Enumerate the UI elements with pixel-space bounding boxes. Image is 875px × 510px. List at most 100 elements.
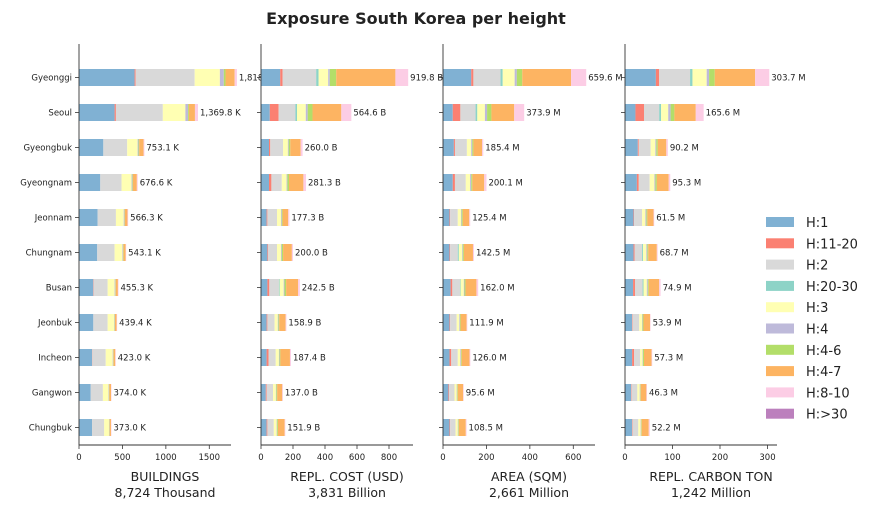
x-tick-label: 400 — [522, 453, 538, 463]
bar-segment-seoul-h1 — [443, 104, 453, 121]
bar-segment-busan-h810 — [659, 279, 661, 296]
bar-segment-jeonnam-h1 — [625, 209, 634, 226]
bar-segment-chungbuk-h1 — [443, 419, 450, 436]
bar-segment-gyeongbuk-h810 — [482, 139, 484, 156]
bar-segment-busan-h4 — [114, 279, 116, 296]
total-label: 90.2 M — [670, 144, 699, 154]
x-tick-label: 0 — [258, 453, 263, 463]
bar-segment-busan-h2 — [93, 279, 108, 296]
legend-label: H:1 — [806, 216, 828, 231]
bar-segment-jeonnam-h2 — [97, 209, 116, 226]
bar-segment-gyeongnam-h4 — [654, 174, 656, 191]
bar-segment-chungbuk-h46 — [277, 419, 278, 436]
bar-segment-gyeongbuk-h810 — [666, 139, 668, 156]
bar-segment-gyeongnam-h47 — [289, 174, 304, 191]
total-label: 74.9 M — [663, 284, 692, 294]
bar-segment-gyeongnam-h1120 — [269, 174, 272, 191]
bar-segment-gyeongnam-h2 — [454, 174, 466, 191]
bar-segment-seoul-h1 — [79, 104, 115, 121]
bar-segment-chungbuk-h2 — [632, 419, 639, 436]
bar-segment-incheon-h4 — [460, 349, 462, 366]
bar-segment-gyeonggi-h1120 — [280, 69, 283, 86]
bar-segment-jeonnam-h3 — [277, 209, 281, 226]
bar-segment-gyeonggi-h47 — [336, 69, 396, 86]
bar-segment-incheon-h2 — [268, 349, 276, 366]
bar-segment-seoul-h4 — [185, 104, 189, 121]
y-tick-label: Seoul — [48, 109, 72, 119]
bar-segment-gyeongbuk-h4 — [655, 139, 657, 156]
bar-segment-seoul-h2 — [115, 104, 163, 121]
bar-segment-seoul-h2030 — [475, 104, 478, 121]
bar-segment-incheon-h3 — [275, 349, 279, 366]
total-label: 260.0 B — [305, 144, 338, 154]
x-tick-label: 600 — [349, 453, 365, 463]
bar-segment-jeonbuk-h46 — [459, 314, 461, 331]
bar-segment-gyeongbuk-h3 — [283, 139, 288, 156]
chart-title: Exposure South Korea per height — [266, 9, 566, 28]
bar-segment-chungnam-h1120 — [449, 244, 451, 261]
bar-segment-busan-h1120 — [633, 279, 635, 296]
bar-segment-jeonbuk-h47 — [279, 314, 286, 331]
bar-segment-gyeonggi-h3 — [318, 69, 329, 86]
bar-segment-gyeongnam-h1 — [79, 174, 101, 191]
bar-segment-chungnam-h4 — [122, 244, 124, 261]
total-label: 423.0 K — [118, 354, 151, 364]
bar-segment-busan-h2030 — [278, 279, 280, 296]
x-axis-label: BUILDINGS — [131, 469, 200, 484]
bar-segment-chungbuk-h810 — [284, 419, 286, 436]
bar-segment-jeonbuk-h1 — [79, 314, 94, 331]
legend-label: H:11-20 — [806, 237, 858, 252]
bar-segment-seoul-h1120 — [635, 104, 644, 121]
legend-swatch — [766, 387, 794, 398]
bar-segment-jeonnam-h47 — [124, 209, 128, 226]
y-tick-label: Jeonnam — [34, 214, 72, 224]
legend-label: H:4 — [806, 323, 828, 338]
x-tick-label: 300 — [759, 453, 775, 463]
legend-swatch — [766, 323, 794, 334]
bar-segment-jeonnam-h810 — [469, 209, 471, 226]
bar-segment-busan-h810 — [476, 279, 479, 296]
bar-segment-jeonnam-h2 — [267, 209, 277, 226]
bar-segment-gyeongbuk-h3 — [127, 139, 138, 156]
bar-segment-gangwon-h47 — [457, 384, 464, 401]
bar-segment-gangwon-h1 — [443, 384, 449, 401]
bar-segment-gyeongbuk-h1120 — [637, 139, 639, 156]
bar-segment-seoul-h810 — [341, 104, 352, 121]
bar-segment-incheon-h810 — [289, 349, 291, 366]
bar-segment-chungnam-h810 — [656, 244, 658, 261]
bar-segment-chungnam-h2030 — [642, 244, 644, 261]
bar-segment-gyeongnam-h47 — [472, 174, 485, 191]
bar-segment-chungnam-h3 — [643, 244, 647, 261]
bar-segment-chungbuk-h2 — [267, 419, 274, 436]
legend-swatch — [766, 217, 794, 227]
bar-segment-gyeongbuk-h810 — [143, 139, 145, 156]
y-tick-label: Busan — [46, 284, 72, 294]
bar-segment-chungbuk-h810 — [648, 419, 650, 436]
bar-segment-gyeonggi-h1 — [79, 69, 135, 86]
bar-segment-jeonbuk-h1 — [625, 314, 633, 331]
bar-segment-jeonnam-h2 — [634, 209, 643, 226]
bar-segment-gyeongnam-h4 — [470, 174, 472, 191]
bar-segment-gyeonggi-h2 — [135, 69, 195, 86]
bar-segment-seoul-h46 — [188, 104, 189, 121]
bar-segment-gyeongnam-h2 — [271, 174, 282, 191]
total-label: 53.9 M — [653, 319, 682, 329]
bar-segment-incheon-h1 — [625, 349, 633, 366]
bar-segment-gyeongbuk-h3 — [466, 139, 472, 156]
bar-segment-busan-h2030 — [642, 279, 644, 296]
bar-segment-gyeongnam-h810 — [484, 174, 487, 191]
bar-segment-chungnam-h3 — [114, 244, 123, 261]
bar-segment-chungnam-h46 — [281, 244, 284, 261]
bar-segment-seoul-h3 — [477, 104, 485, 121]
bar-segment-seoul-h46 — [307, 104, 313, 121]
bar-segment-jeonnam-h4 — [281, 209, 282, 226]
bar-segment-gyeonggi-h4 — [328, 69, 330, 86]
legend-label: H:>30 — [806, 408, 848, 423]
bar-segment-gyeonggi-h3 — [692, 69, 707, 86]
y-tick-label: Chungbuk — [29, 424, 72, 434]
total-label: 566.3 K — [130, 214, 163, 224]
bar-segment-jeonnam-h1120 — [266, 209, 268, 226]
bar-segment-jeonnam-h810 — [288, 209, 290, 226]
bar-segment-gyeonggi-h810 — [571, 69, 587, 86]
bar-segment-busan-h1120 — [267, 279, 270, 296]
